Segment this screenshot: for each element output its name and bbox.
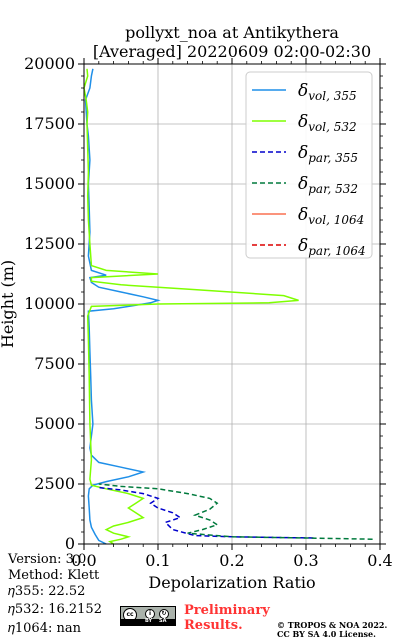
y-tick-label: 15000 [24,174,75,193]
copyright-line1: © TROPOS & NOA 2022. [277,620,388,630]
x-tick-label: 0.3 [293,551,318,570]
series-layer [83,68,373,545]
cc-license-badge: cc i ↻ BY SA [120,606,176,626]
series-line-vol-355 [84,68,161,545]
x-tick-labels: 0.0 0.1 0.2 0.3 0.4 [71,551,392,570]
legend-entry: δvol, 355 [298,81,357,103]
legend-entry: δvol, 532 [298,112,357,134]
x-tick-label: 0.4 [367,551,392,570]
axis-ticks [78,58,386,550]
x-tick-label: 0.0 [71,551,96,570]
legend-entry: δpar, 355 [298,143,358,165]
x-axis-label: Depolarization Ratio [148,573,315,592]
y-tick-label: 17500 [24,114,75,133]
y-tick-labels: 0 2500 5000 7500 10000 12500 15000 17500 20000 [24,54,75,553]
y-tick-label: 0 [65,534,75,553]
y-tick-label: 5000 [34,414,75,433]
sa-label: SA [159,618,167,624]
legend-entry: δvol, 1064 [298,205,364,227]
legend-box [245,71,373,259]
chart-title-line1: pollyxt_noa at Antikythera [125,23,339,42]
x-tick-label: 0.2 [219,551,244,570]
cc-icon: cc [123,608,137,622]
sa-icon: ↻ [159,609,169,619]
series-line-par-532 [98,483,373,540]
eta355-text: 𝜂355: 22.52 [8,584,86,599]
preliminary-line1: Preliminary [184,603,270,618]
series-line-vol-532 [83,68,299,545]
chart-title-line2: [Averaged] 20220609 02:00-02:30 [93,42,371,61]
x-tick-label: 0.1 [145,551,170,570]
legend-entry: δpar, 532 [298,174,358,196]
license-strip: BY SA [121,618,175,626]
y-axis-label: Height (m) [0,260,17,348]
eta1064-text: 𝜂1064: nan [8,621,81,636]
by-icon: i [145,609,155,619]
version-text: Version: 3.0 [8,552,87,567]
series-line-par-355 [98,486,314,539]
legend-entry: δpar, 1064 [298,236,366,258]
legend: δvol, 355 δvol, 532 δpar, 355 δpar, 532 δvol… [245,71,373,259]
y-tick-label: 10000 [24,294,75,313]
copyright-line2: CC BY SA 4.0 License. [277,629,376,639]
preliminary-line2: Results. [184,618,243,633]
by-label: BY [145,618,153,624]
y-tick-label: 7500 [34,354,75,373]
y-tick-label: 12500 [24,234,75,253]
y-tick-label: 2500 [34,474,75,493]
y-tick-label: 20000 [24,54,75,73]
method-text: Method: Klett [8,568,100,583]
eta532-text: 𝜂532: 16.2152 [8,602,102,617]
